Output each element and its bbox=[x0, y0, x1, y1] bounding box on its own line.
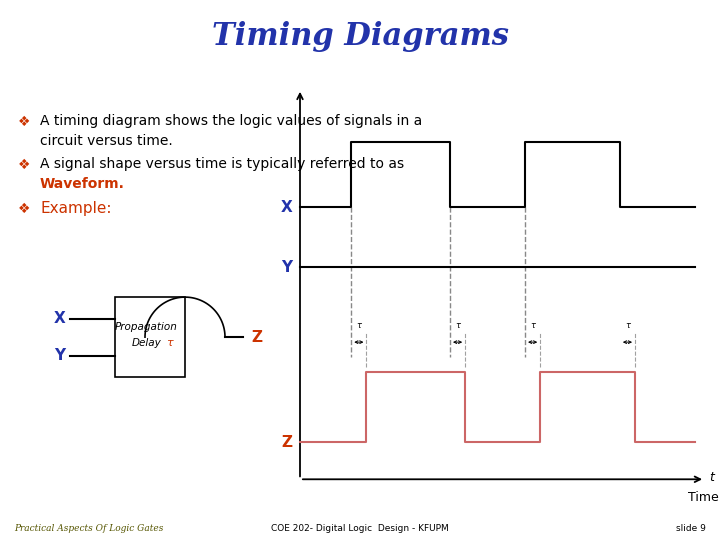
Text: Propagation: Propagation bbox=[115, 322, 178, 332]
Text: Timing Diagrams: Timing Diagrams bbox=[212, 21, 508, 52]
Text: τ: τ bbox=[356, 321, 361, 330]
Text: A signal shape versus time is typically referred to as: A signal shape versus time is typically … bbox=[40, 157, 404, 171]
Text: Example:: Example: bbox=[40, 200, 112, 215]
Text: Y: Y bbox=[54, 348, 65, 363]
Text: COE 202- Digital Logic  Design - KFUPM: COE 202- Digital Logic Design - KFUPM bbox=[271, 524, 449, 533]
Text: Delay: Delay bbox=[132, 338, 161, 348]
Text: X: X bbox=[280, 199, 292, 214]
Bar bbox=[115, 297, 185, 377]
Text: X: X bbox=[53, 311, 65, 326]
Text: τ: τ bbox=[625, 321, 630, 330]
Text: ❖: ❖ bbox=[18, 115, 30, 129]
Text: τ: τ bbox=[455, 321, 460, 330]
Text: Waveform.: Waveform. bbox=[40, 177, 125, 191]
Text: τ: τ bbox=[166, 338, 173, 348]
Text: circuit versus time.: circuit versus time. bbox=[40, 134, 173, 148]
Text: Z: Z bbox=[281, 435, 292, 450]
Text: τ: τ bbox=[530, 321, 535, 330]
Text: Time: Time bbox=[688, 491, 719, 504]
Text: A timing diagram shows the logic values of signals in a: A timing diagram shows the logic values … bbox=[40, 114, 422, 128]
Text: t: t bbox=[709, 471, 714, 484]
Text: ❖: ❖ bbox=[18, 158, 30, 172]
Text: Z: Z bbox=[251, 329, 262, 345]
Text: slide 9: slide 9 bbox=[676, 524, 706, 533]
Text: Y: Y bbox=[281, 260, 292, 274]
Text: ❖: ❖ bbox=[18, 202, 30, 216]
Text: Practical Aspects Of Logic Gates: Practical Aspects Of Logic Gates bbox=[14, 524, 163, 533]
